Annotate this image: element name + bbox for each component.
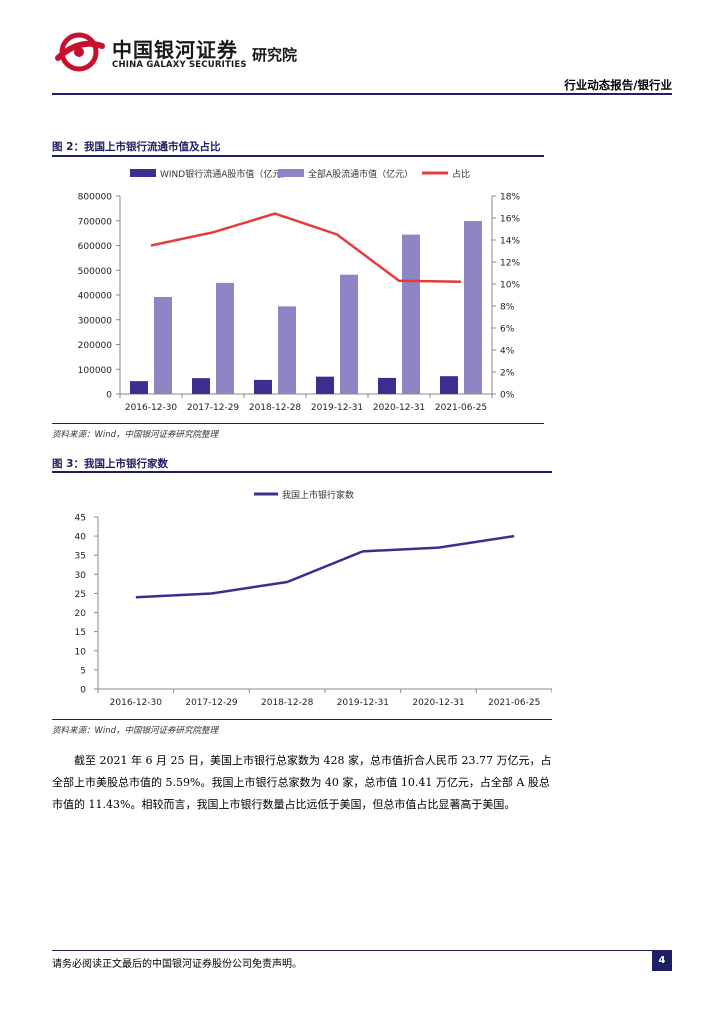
left-tick-label: 500000 xyxy=(78,267,113,277)
brand-institute: 研究院 xyxy=(252,46,298,64)
legend-swatch-1 xyxy=(278,169,304,177)
line-bank-count xyxy=(135,534,515,599)
legend-label-0: WIND银行流通A股市值（亿元） xyxy=(160,168,290,180)
footer-disclaimer: 请务必阅读正文最后的中国银河证券股份公司免责声明。 xyxy=(52,959,302,970)
x-tick-label: 2016-12-30 xyxy=(125,403,178,413)
bar-wind-bank-mktcap xyxy=(440,376,458,394)
right-tick-label: 16% xyxy=(500,215,520,225)
left-tick-label: 700000 xyxy=(78,217,113,227)
x-tick-label: 2019-12-31 xyxy=(337,698,389,708)
left-tick-label: 200000 xyxy=(78,341,113,351)
x-tick-label: 2020-12-31 xyxy=(373,403,425,413)
figure3-source: 资料来源：Wind，中国银河证券研究院整理 xyxy=(52,726,219,736)
brand-name-cn: 中国银河证券 xyxy=(112,38,238,62)
x-tick-label: 2016-12-30 xyxy=(110,698,163,708)
right-tick-label: 0% xyxy=(500,391,515,401)
x-tick-label: 2018-12-28 xyxy=(261,698,314,708)
y-tick-label: 10 xyxy=(75,647,87,657)
figure2-chart: WIND银行流通A股市值（亿元） 全部A股流通市值（亿元） 占比 0 100000 200… xyxy=(52,158,552,424)
bar-all-a-share-mktcap xyxy=(464,220,482,394)
figure3-chart-svg: 我国上市银行家数 0 5 10 15 20 25 30 35 40 45 2016-12-30 2017… xyxy=(75,489,553,708)
x-tick-label: 2021-06-25 xyxy=(488,698,540,708)
footer-divider xyxy=(52,950,672,951)
galaxy-logo-icon xyxy=(52,32,106,76)
x-tick-label: 2018-12-28 xyxy=(249,403,302,413)
right-tick-label: 6% xyxy=(500,325,515,335)
y-tick-label: 5 xyxy=(80,666,86,676)
figure3-bottom-rule xyxy=(52,719,552,720)
bar-all-a-share-mktcap xyxy=(402,234,420,394)
bar-wind-bank-mktcap xyxy=(192,378,210,394)
figure3-chart: 我国上市银行家数 0 5 10 15 20 25 30 35 40 45 2016-12-30 2017… xyxy=(52,475,553,719)
bar-wind-bank-mktcap xyxy=(316,376,334,394)
page-number: 4 xyxy=(652,951,672,971)
figure2-title: 图 2：我国上市银行流通市值及占比 xyxy=(52,141,221,153)
figure3-top-rule xyxy=(52,471,552,473)
right-tick-label: 10% xyxy=(500,281,520,291)
figure2-chart-svg: WIND银行流通A股市值（亿元） 全部A股流通市值（亿元） 占比 0 100000 200… xyxy=(78,168,521,413)
y-tick-label: 25 xyxy=(75,590,86,600)
report-type: 行业动态报告/银行业 xyxy=(564,78,672,92)
x-tick-label: 2017-12-29 xyxy=(185,698,238,708)
left-tick-label: 300000 xyxy=(78,316,113,326)
bar-wind-bank-mktcap xyxy=(378,377,396,394)
brand-name-en: CHINA GALAXY SECURITIES xyxy=(112,60,247,70)
y-tick-label: 15 xyxy=(75,628,86,638)
bar-wind-bank-mktcap xyxy=(130,381,148,394)
body-paragraph: 截至 2021 年 6 月 25 日，美国上市银行总家数为 428 家，总市值折… xyxy=(52,754,552,811)
bar-all-a-share-mktcap xyxy=(154,296,172,394)
left-tick-label: 800000 xyxy=(78,193,113,203)
y-tick-label: 0 xyxy=(80,686,86,696)
right-tick-label: 18% xyxy=(500,193,520,203)
bar-all-a-share-mktcap xyxy=(340,274,358,394)
x-tick-label: 2020-12-31 xyxy=(412,698,464,708)
x-tick-label: 2017-12-29 xyxy=(187,403,240,413)
right-tick-label: 8% xyxy=(500,303,515,313)
y-tick-label: 45 xyxy=(75,514,86,524)
figure3-title: 图 3：我国上市银行家数 xyxy=(52,458,168,470)
y-tick-label: 40 xyxy=(75,533,87,543)
right-tick-label: 12% xyxy=(500,259,520,269)
legend-swatch-0 xyxy=(130,169,156,177)
bar-wind-bank-mktcap xyxy=(254,379,272,394)
legend-label: 我国上市银行家数 xyxy=(282,489,354,501)
right-tick-label: 14% xyxy=(500,237,520,247)
y-tick-label: 35 xyxy=(75,552,86,562)
bar-all-a-share-mktcap xyxy=(216,282,234,394)
y-tick-label: 20 xyxy=(75,609,87,619)
bar-all-a-share-mktcap xyxy=(278,306,296,394)
legend-label-1: 全部A股流通市值（亿元） xyxy=(308,168,413,180)
left-tick-label: 400000 xyxy=(78,292,113,302)
left-tick-label: 0 xyxy=(106,391,112,401)
x-tick-label: 2019-12-31 xyxy=(311,403,363,413)
figure2-bottom-rule xyxy=(52,423,544,424)
y-tick-label: 30 xyxy=(75,571,87,581)
header-divider xyxy=(52,93,672,95)
x-tick-label: 2021-06-25 xyxy=(435,403,487,413)
legend-label-2: 占比 xyxy=(452,168,470,180)
figure2-source: 资料来源：Wind，中国银河证券研究院整理 xyxy=(52,430,219,440)
figure2-top-rule xyxy=(52,155,544,157)
line-ratio xyxy=(150,212,462,284)
left-tick-label: 100000 xyxy=(78,366,113,376)
right-tick-label: 2% xyxy=(500,369,515,379)
left-tick-label: 600000 xyxy=(78,242,113,252)
right-tick-label: 4% xyxy=(500,347,515,357)
